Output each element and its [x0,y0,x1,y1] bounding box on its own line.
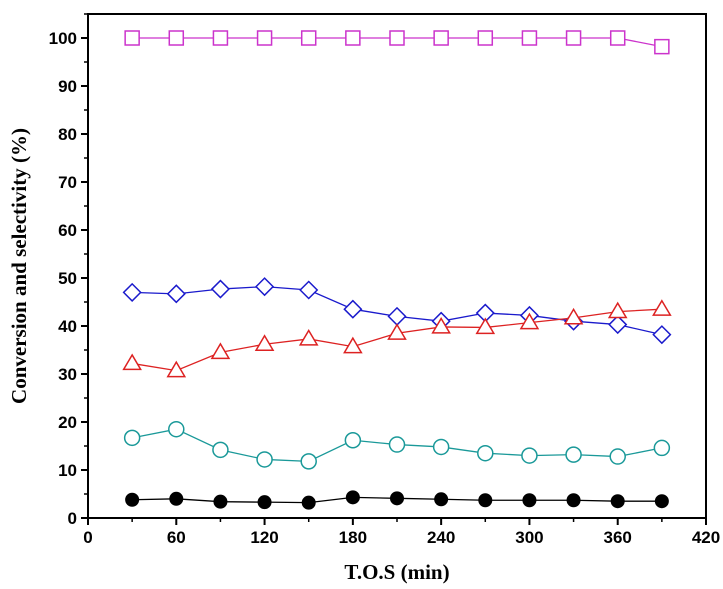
data-point [343,299,363,319]
y-tick-label: 50 [58,269,77,288]
ticks-group: 0 60 120 180 240 300 360 420 0 10 20 30 40 50 60 70 80 90… [49,13,720,547]
data-point [122,353,142,371]
data-point [477,30,494,46]
x-tick-label: 60 [167,528,186,547]
y-tick-label: 40 [58,317,77,336]
data-point [652,325,672,345]
x-axis-title: T.O.S (min) [344,560,449,584]
x-tick-label: 120 [250,528,278,547]
data-point [300,30,317,46]
data-point [566,493,581,508]
data-point [563,307,584,325]
data-point [431,316,451,334]
series-circle-open [123,420,671,470]
data-point [212,30,229,46]
data-point [433,30,449,46]
data-point [521,447,538,464]
data-point [344,431,362,449]
data-point [654,494,669,509]
x-tick-label: 0 [83,528,92,547]
data-point [609,30,626,46]
data-point [254,334,275,351]
series-circle-filled [125,490,669,510]
data-point [168,30,185,46]
y-tick-label: 20 [58,413,77,432]
data-point [653,439,671,457]
data-point [610,494,625,509]
data-point [257,495,272,510]
data-point [654,38,670,55]
x-tick-label: 180 [339,528,367,547]
data-point [345,490,360,505]
data-point [125,492,140,507]
data-point [166,284,186,304]
series-group [122,30,672,510]
data-point [212,441,229,459]
data-point [521,30,538,46]
data-point [213,494,228,509]
y-tick-label: 60 [58,221,77,240]
data-point [652,299,672,316]
data-point [387,323,407,340]
data-point [123,429,141,447]
data-point [434,492,449,507]
y-tick-label: 80 [58,125,77,144]
data-point [343,336,363,354]
x-tick-label: 240 [427,528,455,547]
data-point [390,491,404,506]
y-tick-label: 100 [49,29,77,48]
data-point [300,453,317,470]
data-point [301,495,316,510]
y-tick-label: 30 [58,365,77,384]
y-tick-label: 70 [58,173,77,192]
series-square-open [124,30,670,55]
y-tick-label: 90 [58,77,77,96]
data-point [522,493,537,508]
data-point [345,30,361,46]
data-point [169,491,184,506]
x-tick-label: 420 [692,528,720,547]
data-point [608,314,628,335]
data-point [256,30,273,46]
y-tick-label: 10 [58,461,77,480]
data-point [256,451,273,468]
data-point [210,342,231,360]
data-point [477,444,494,462]
data-point [299,280,319,300]
data-point [298,328,319,346]
x-tick-label: 300 [515,528,543,547]
data-point [168,420,185,438]
data-point [389,30,405,46]
data-point [607,301,628,319]
data-point [255,277,275,297]
data-point [565,446,582,463]
data-point [475,317,496,335]
data-point [387,306,407,326]
data-point [519,312,540,330]
data-point [388,436,406,453]
y-axis-title: Conversion and selectivity (%) [7,128,31,404]
series-triangle-open [122,299,672,378]
data-point [166,360,187,378]
data-point [432,438,450,456]
data-point [478,493,493,508]
data-point [565,30,582,46]
data-point [210,279,230,299]
x-tick-label: 360 [604,528,632,547]
data-point [609,448,626,465]
data-point [124,30,140,46]
y-tick-label: 0 [68,509,77,528]
data-point [122,282,142,302]
